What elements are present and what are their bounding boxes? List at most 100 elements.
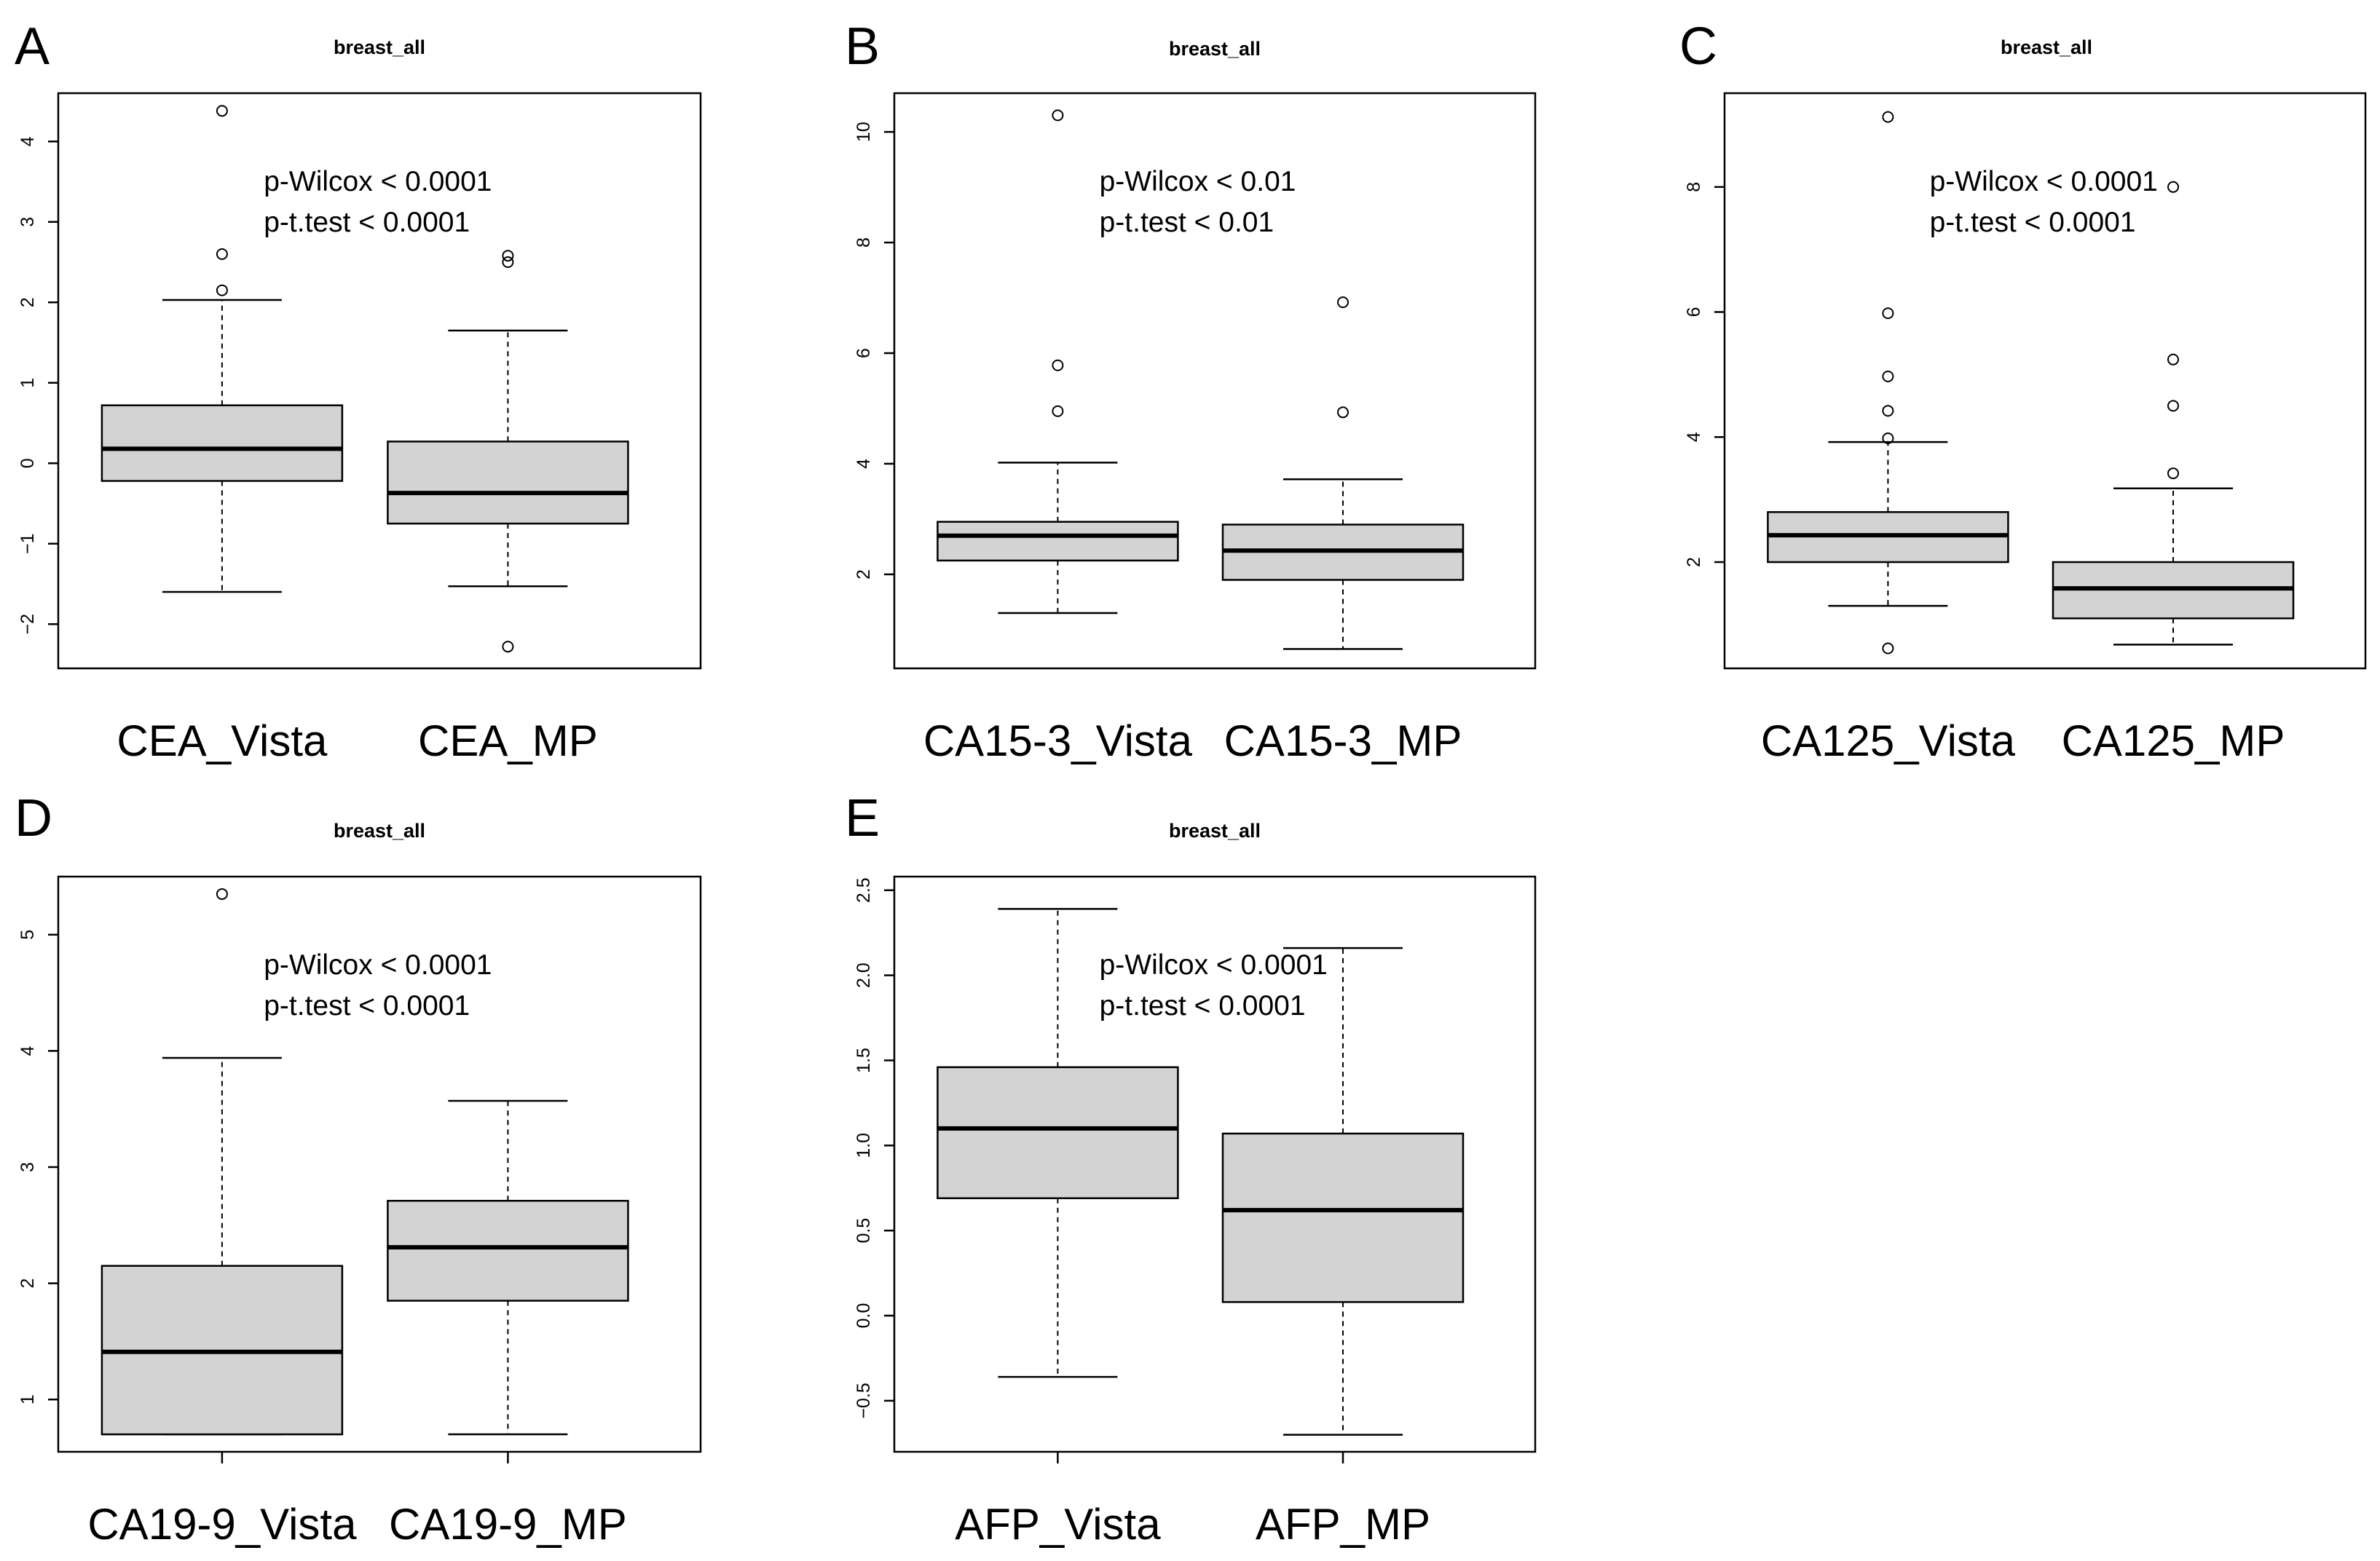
p-ttest-annotation: p-t.test < 0.0001 [264, 990, 470, 1021]
y-tick-label: 1 [17, 378, 38, 388]
iqr-box [387, 1200, 629, 1302]
y-tick-label: 1.0 [854, 1133, 874, 1158]
panel-letter: A [15, 17, 50, 76]
plot-frame [57, 92, 702, 670]
y-tick-label: 3 [17, 217, 38, 227]
panel-letter: C [1679, 17, 1717, 76]
box-ca125_mp [2052, 181, 2295, 646]
p-ttest-annotation: p-t.test < 0.0001 [1100, 990, 1306, 1021]
iqr-box [1221, 1132, 1465, 1303]
category-label: CEA_MP [418, 716, 598, 765]
y-tick-label: 2.5 [854, 877, 874, 903]
outlier-point [1337, 406, 1349, 419]
y-tick-label: 10 [854, 122, 874, 142]
box-afp_vista [937, 908, 1179, 1378]
panel-title: breast_all [1169, 820, 1261, 842]
p-ttest-annotation: p-t.test < 0.01 [1100, 207, 1274, 238]
p-wilcox-annotation: p-Wilcox < 0.0001 [1100, 949, 1328, 981]
category-label: CA125_MP [2062, 716, 2285, 765]
y-tick-label: 6 [1684, 307, 1704, 317]
box-ca15-3_mp [1221, 296, 1465, 650]
y-tick-label: −0.5 [854, 1383, 874, 1418]
outlier-point [1882, 405, 1894, 417]
outlier-point [1882, 370, 1894, 382]
p-wilcox-annotation: p-Wilcox < 0.0001 [264, 166, 492, 197]
outlier-point [216, 105, 228, 117]
p-ttest-annotation: p-t.test < 0.0001 [1930, 207, 2136, 238]
panel-letter: B [845, 17, 880, 76]
outlier-point [2167, 181, 2179, 193]
box-afp_mp [1221, 947, 1465, 1436]
panel-title: breast_all [2001, 36, 2092, 58]
category-label: CEA_Vista [117, 716, 328, 765]
box-cea_mp [387, 250, 629, 653]
outlier-point [216, 888, 228, 900]
y-tick-label: −2 [17, 614, 38, 635]
y-tick-label: 3 [17, 1162, 38, 1172]
y-tick-label: 4 [17, 136, 38, 146]
y-tick-label: 0.0 [854, 1303, 874, 1329]
category-label: CA15-3_MP [1224, 716, 1462, 765]
iqr-box [937, 1066, 1179, 1199]
panel-letter: E [845, 789, 880, 847]
outlier-point [1052, 359, 1064, 371]
iqr-box [101, 404, 344, 482]
y-tick-label: 1 [17, 1394, 38, 1404]
panel-title: breast_all [1169, 38, 1261, 60]
y-tick-label: 5 [17, 930, 38, 940]
box-ca125_vista [1767, 111, 2009, 655]
box-cea_vista [101, 105, 344, 593]
panel-title: breast_all [334, 36, 425, 58]
outlier-point [216, 248, 228, 260]
y-tick-label: 2 [854, 569, 874, 580]
box-ca19-9_mp [387, 1099, 629, 1436]
y-tick-label: 2 [17, 297, 38, 307]
outlier-point [1882, 642, 1894, 655]
y-tick-label: 6 [854, 348, 874, 358]
y-tick-label: −1 [17, 533, 38, 554]
outlier-point [216, 284, 228, 296]
outlier-point [1052, 405, 1064, 417]
y-tick-label: 8 [854, 237, 874, 248]
iqr-box [937, 521, 1179, 562]
y-tick-label: 2.0 [854, 963, 874, 988]
y-tick-label: 0.5 [854, 1218, 874, 1244]
p-wilcox-annotation: p-Wilcox < 0.01 [1100, 166, 1296, 197]
outlier-point [502, 256, 514, 269]
category-label: CA125_Vista [1761, 716, 2016, 765]
plot-frame [893, 92, 1537, 670]
panel-title: breast_all [334, 820, 425, 842]
p-wilcox-annotation: p-Wilcox < 0.0001 [1930, 166, 2158, 197]
y-tick-label: 0 [17, 458, 38, 468]
outlier-point [2167, 400, 2179, 412]
category-label: AFP_Vista [955, 1500, 1161, 1549]
category-label: CA19-9_MP [389, 1500, 627, 1549]
outlier-point [1882, 307, 1894, 320]
y-tick-label: 1.5 [854, 1048, 874, 1073]
p-wilcox-annotation: p-Wilcox < 0.0001 [264, 949, 492, 981]
p-ttest-annotation: p-t.test < 0.0001 [264, 207, 470, 238]
outlier-point [502, 641, 514, 653]
plot-frame [1723, 92, 2367, 670]
y-tick-label: 4 [854, 459, 874, 469]
box-ca19-9_vista [101, 888, 344, 1436]
plot-frame [893, 875, 1537, 1453]
iqr-box [387, 440, 629, 525]
box-ca15-3_vista [937, 109, 1179, 614]
y-tick-label: 4 [17, 1046, 38, 1056]
category-label: AFP_MP [1256, 1500, 1430, 1549]
panel-letter: D [15, 789, 52, 847]
outlier-point [502, 250, 514, 262]
outlier-point [2167, 467, 2179, 480]
outlier-point [1882, 432, 1894, 444]
category-label: CA19-9_Vista [87, 1500, 357, 1549]
outlier-point [1052, 109, 1064, 122]
y-tick-label: 2 [17, 1279, 38, 1289]
y-tick-label: 4 [1684, 432, 1704, 442]
outlier-point [1337, 296, 1349, 309]
